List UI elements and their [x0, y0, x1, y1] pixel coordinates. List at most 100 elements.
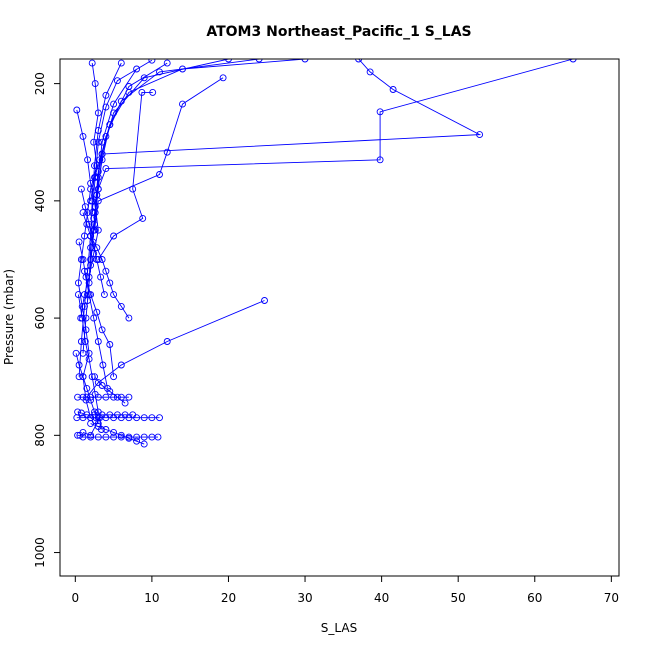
data-point	[121, 411, 129, 419]
data-point	[110, 291, 118, 299]
data-point	[125, 434, 133, 442]
x-tick-label: 10	[144, 591, 159, 605]
data-point	[85, 220, 93, 228]
data-point	[97, 426, 105, 433]
series-line-23	[84, 271, 108, 389]
x-tick-label: 30	[297, 591, 312, 605]
data-point	[140, 433, 148, 441]
data-point	[81, 203, 89, 211]
data-point	[163, 148, 171, 156]
series-line-21	[75, 353, 99, 424]
data-point	[569, 59, 577, 63]
data-point	[149, 88, 157, 96]
data-point	[129, 185, 137, 193]
data-point	[74, 279, 82, 287]
data-point	[77, 185, 85, 193]
data-point	[94, 338, 102, 345]
data-point	[106, 341, 114, 348]
data-point	[83, 411, 91, 419]
y-tick-label: 600	[33, 307, 47, 330]
data-point	[110, 100, 118, 108]
series-line-9	[93, 59, 574, 219]
data-point	[133, 433, 141, 441]
y-axis-label: Pressure (mbar)	[2, 269, 16, 365]
data-point	[139, 214, 147, 222]
data-point	[91, 373, 98, 381]
x-tick-label: 50	[451, 591, 466, 605]
data-point	[102, 165, 110, 173]
series-group	[72, 59, 577, 448]
data-point	[81, 302, 88, 310]
data-point	[94, 185, 102, 193]
data-point	[74, 408, 82, 416]
data-point	[110, 428, 118, 436]
series-line-6	[96, 59, 306, 196]
x-tick-label: 70	[604, 591, 619, 605]
data-point	[102, 426, 110, 433]
data-point	[133, 65, 141, 73]
y-tick-label: 400	[33, 189, 47, 212]
series-line-13	[82, 212, 130, 319]
x-tick-label: 40	[374, 591, 389, 605]
data-point	[102, 267, 110, 275]
series-line-5	[94, 59, 260, 207]
data-point	[110, 433, 118, 441]
series-line-7	[91, 59, 153, 213]
data-point	[90, 314, 98, 322]
data-point	[117, 433, 125, 441]
data-point	[78, 314, 86, 322]
data-point	[94, 109, 102, 117]
data-point	[75, 238, 83, 246]
y-tick-label: 1000	[33, 537, 47, 568]
data-point	[106, 121, 114, 129]
data-point	[138, 88, 146, 96]
data-point	[110, 232, 118, 240]
data-point	[94, 226, 102, 234]
data-point	[355, 59, 363, 63]
data-point	[389, 86, 397, 93]
data-point	[87, 396, 95, 404]
data-point	[102, 393, 110, 401]
data-point	[79, 256, 87, 263]
y-axis: 200 400 600 800 1000	[33, 72, 61, 568]
data-point	[156, 414, 163, 422]
x-axis-label: S_LAS	[321, 621, 357, 635]
data-point	[476, 131, 484, 139]
data-point	[91, 162, 98, 170]
data-point	[72, 349, 80, 357]
data-point	[102, 132, 110, 140]
plot-frame	[59, 58, 620, 577]
data-point	[140, 74, 148, 82]
data-point	[148, 59, 156, 64]
data-point	[100, 291, 108, 299]
y-tick-label: 800	[33, 424, 47, 447]
data-point	[125, 393, 133, 401]
data-point	[79, 132, 87, 140]
data-point	[225, 59, 232, 63]
data-point	[301, 59, 309, 63]
data-point	[98, 382, 106, 389]
data-point	[94, 420, 102, 428]
data-point	[82, 326, 90, 334]
data-point	[75, 361, 83, 369]
data-point	[219, 74, 227, 82]
data-point	[94, 408, 102, 416]
series-line-15	[86, 300, 265, 398]
data-point	[140, 440, 148, 448]
data-point	[88, 373, 96, 381]
data-point	[117, 302, 125, 310]
data-point	[94, 433, 102, 441]
data-point	[117, 361, 125, 369]
data-point	[79, 373, 87, 381]
data-point	[106, 387, 114, 395]
x-tick-label: 0	[71, 591, 79, 605]
data-point	[98, 150, 106, 158]
series-line-0	[77, 63, 101, 436]
data-point	[87, 431, 95, 439]
data-point	[133, 437, 141, 445]
data-point	[117, 59, 125, 67]
data-point	[376, 108, 384, 116]
data-point	[261, 297, 268, 304]
data-point	[81, 267, 88, 275]
